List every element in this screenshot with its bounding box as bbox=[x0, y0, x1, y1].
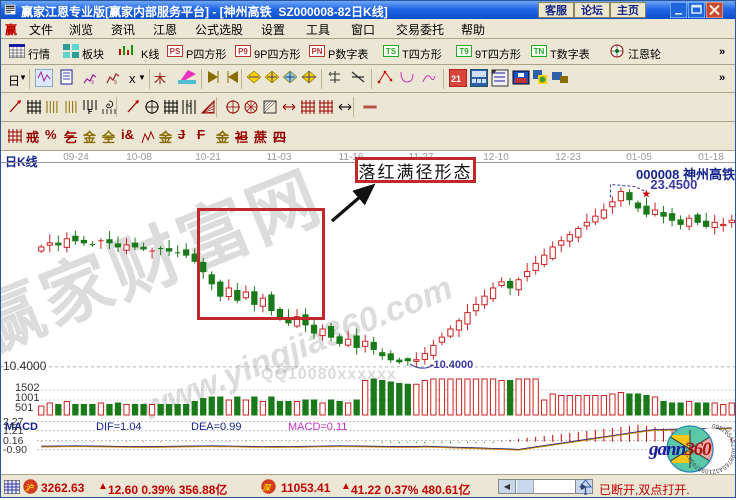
svg-text:3: 3 bbox=[91, 80, 94, 84]
svg-text:木: 木 bbox=[154, 72, 166, 86]
svg-text:n2: n2 bbox=[186, 103, 192, 109]
svg-text:9: 9 bbox=[114, 80, 117, 84]
svg-text:21: 21 bbox=[451, 74, 461, 84]
svg-text:F: F bbox=[88, 109, 93, 115]
